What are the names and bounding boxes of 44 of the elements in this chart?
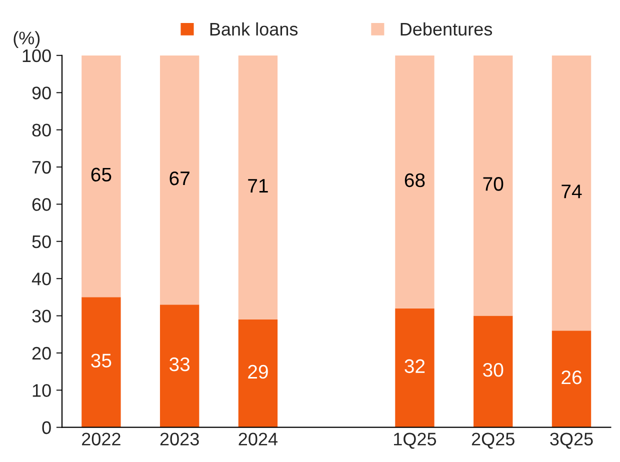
y-tick-label: 100 (22, 49, 51, 62)
legend-label: Debentures (400, 22, 492, 36)
data-label: 29 (248, 364, 268, 379)
bar (395, 55, 434, 308)
bar (552, 330, 592, 428)
y-tick-label: 70 (32, 160, 51, 174)
data-label: 70 (483, 177, 504, 191)
y-tick-label: 80 (32, 124, 51, 137)
x-tick-label: 2024 (238, 432, 278, 446)
data-label: 68 (404, 173, 425, 188)
bar (82, 297, 121, 428)
y-tick-label: 20 (32, 346, 51, 360)
y-tick-label: 90 (32, 86, 51, 100)
data-label: 26 (562, 370, 582, 384)
bar (160, 304, 200, 428)
y-tick-label: 60 (32, 198, 51, 211)
y-tick-label: 30 (32, 310, 51, 322)
y-tick-label: 50 (32, 235, 51, 248)
bar (160, 55, 200, 305)
x-tick-label: 2022 (82, 432, 120, 446)
legend-label: Bank loans (210, 22, 298, 36)
y-axis-title: (%) (14, 31, 40, 48)
bar (474, 316, 513, 428)
x-tick-label: 3Q25 (550, 432, 593, 449)
y-tick-label: 0 (42, 421, 51, 434)
data-label: 71 (248, 179, 268, 192)
data-label: 67 (170, 171, 190, 186)
bar (395, 308, 434, 428)
x-tick-label: 2Q25 (472, 432, 514, 449)
data-label: 65 (91, 168, 112, 182)
bar (238, 55, 278, 320)
data-label: 32 (404, 359, 425, 374)
data-label: 30 (483, 363, 504, 377)
x-tick-label: 2023 (160, 432, 199, 446)
data-label: 74 (562, 184, 582, 198)
bar (552, 55, 592, 331)
data-label: 35 (91, 354, 112, 368)
bar (474, 55, 513, 316)
data-label: 33 (170, 357, 190, 372)
bar (238, 319, 278, 428)
y-tick-label: 40 (32, 272, 51, 286)
y-tick-label: 10 (32, 384, 51, 397)
x-tick-label: 1Q25 (394, 432, 436, 449)
bar (82, 55, 121, 298)
